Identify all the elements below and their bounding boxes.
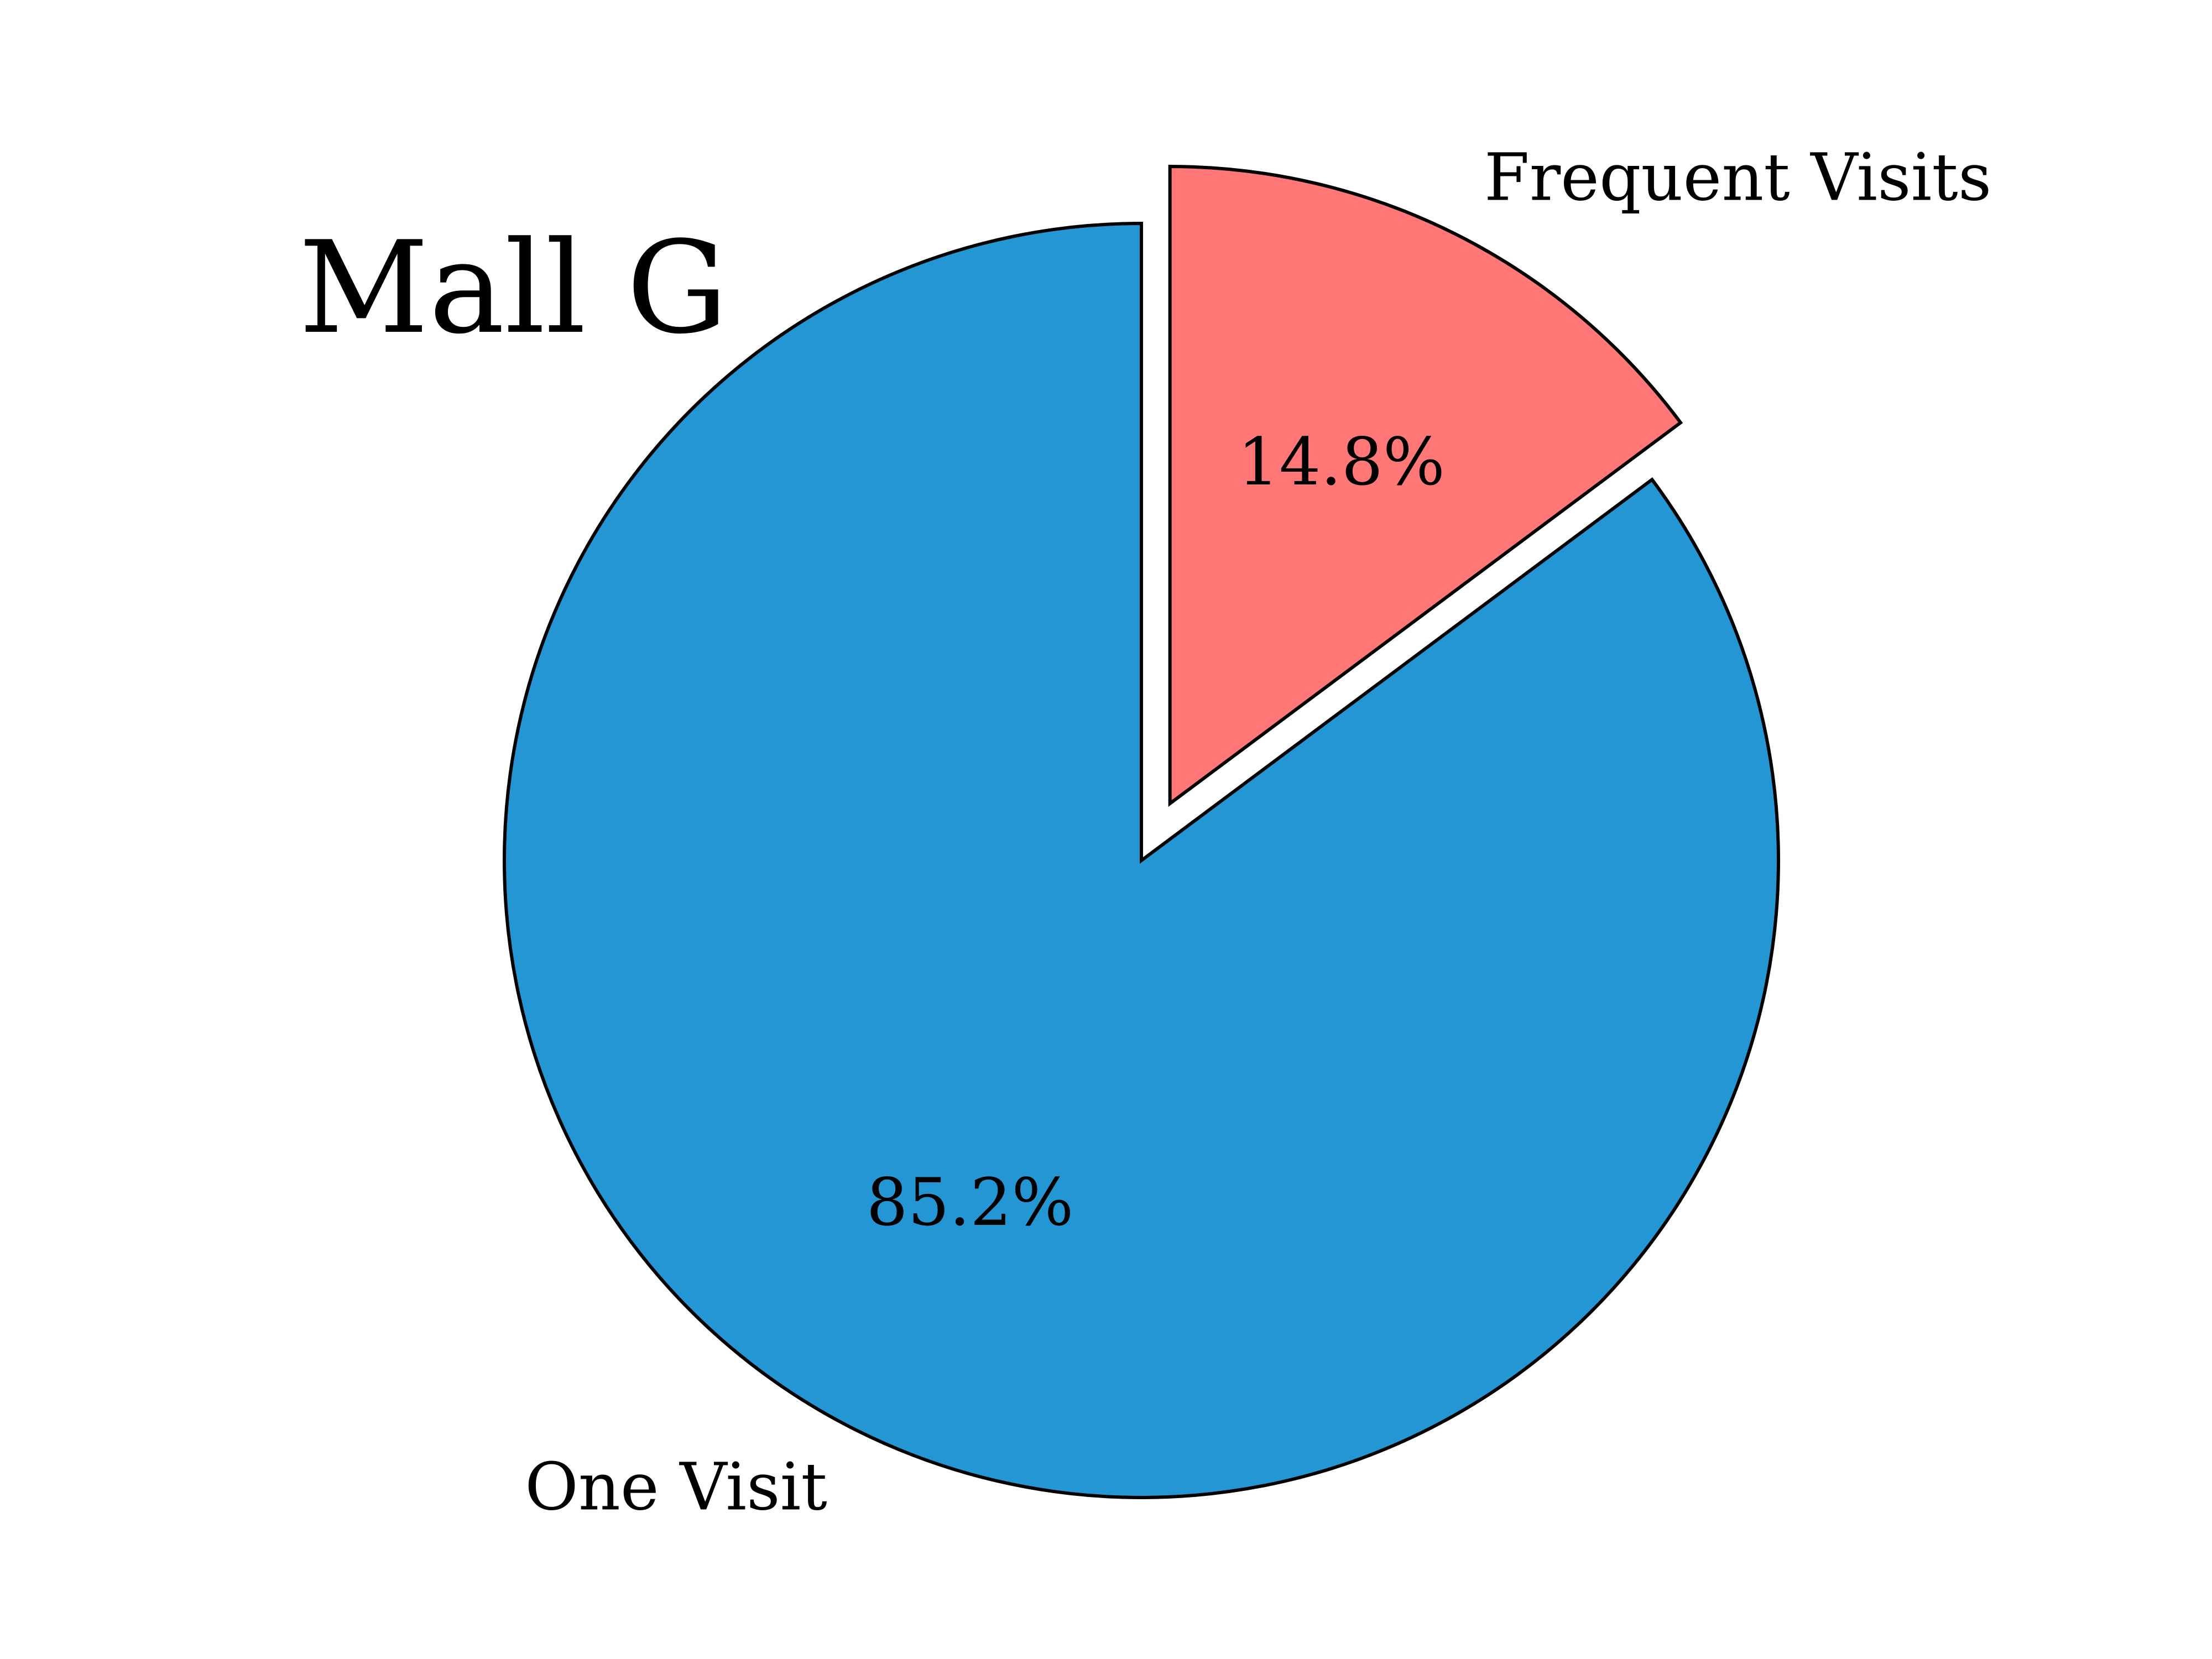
chart-title: Mall G	[299, 215, 728, 362]
wedge-layer	[503, 165, 1781, 1499]
pie-slice-one-visit	[503, 221, 1781, 1499]
slice-percent-label: 85.2%	[867, 1164, 1074, 1240]
slice-category-label: One Visit	[525, 1449, 827, 1525]
pie-slice-frequent-visits	[1168, 165, 1683, 807]
slice-percent-label: 14.8%	[1238, 424, 1445, 500]
slice-category-label: Frequent Visits	[1484, 139, 1992, 215]
label-layer: 14.8% Frequent Visits 85.2% One Visit	[525, 139, 1991, 1525]
